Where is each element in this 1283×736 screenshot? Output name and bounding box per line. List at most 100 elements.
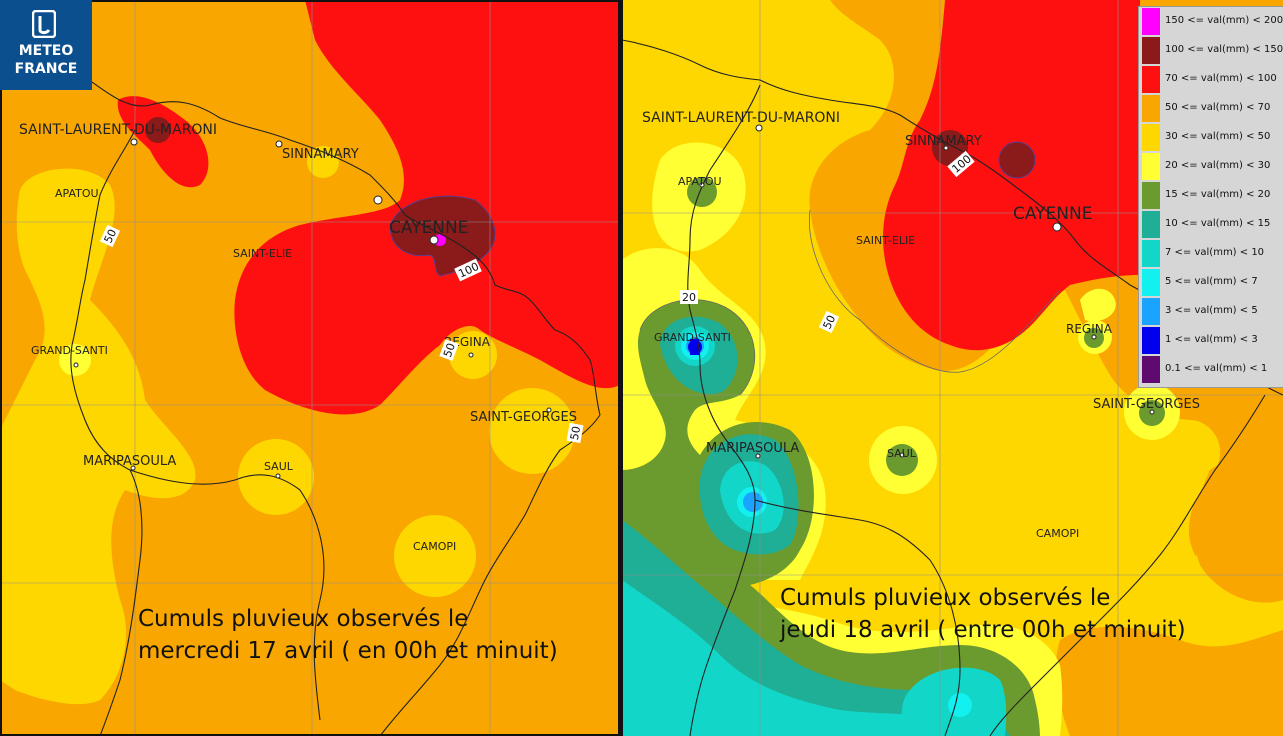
left-darkred-zone-saint-laurent [145, 117, 171, 143]
legend-label: 5 <= val(mm) < 7 [1165, 276, 1258, 287]
legend-row: 0.1 <= val(mm) < 1 [1139, 355, 1283, 383]
legend-swatch [1142, 327, 1160, 354]
svg-text:50: 50 [441, 341, 458, 359]
right-border-south [754, 499, 961, 736]
right-contour-line [639, 299, 756, 396]
right-orange-zone-south [1055, 626, 1283, 736]
town-label-saint-elie: SAINT-ELIE [233, 247, 292, 260]
legend-label: 50 <= val(mm) < 70 [1165, 102, 1271, 113]
right-darkblue-block [690, 339, 699, 355]
left-border-south [129, 469, 325, 721]
legend-label: 10 <= val(mm) < 15 [1165, 218, 1271, 229]
legend-swatch [1142, 37, 1160, 64]
svg-text:20: 20 [682, 291, 696, 304]
legend-label: 0.1 <= val(mm) < 1 [1165, 363, 1268, 374]
left-map [0, 0, 620, 736]
right-caption-line1: Cumuls pluvieux observés le [780, 585, 1110, 611]
legend-swatch [1142, 298, 1160, 325]
right-green-zone-saul [886, 444, 918, 476]
legend-swatch [1142, 211, 1160, 238]
legend: 150 <= val(mm) < 200 100 <= val(mm) < 150… [1138, 6, 1283, 388]
town-label-maripasoula: MARIPASOULA [83, 454, 176, 469]
town-label-cayenne-right: CAYENNE [1013, 204, 1092, 224]
logo-line1: METEO [18, 43, 74, 59]
svg-text:50: 50 [102, 227, 120, 245]
panel-divider [619, 0, 623, 736]
left-frame [0, 0, 620, 736]
legend-label: 3 <= val(mm) < 5 [1165, 305, 1258, 316]
town-label-cayenne: CAYENNE [389, 218, 468, 238]
legend-swatch [1142, 182, 1160, 209]
town-label-sinnamary: SINNAMARY [282, 147, 359, 162]
right-contour-line [808, 209, 1061, 373]
left-caption-line1: Cumuls pluvieux observés le [138, 606, 468, 632]
legend-row: 7 <= val(mm) < 10 [1139, 239, 1283, 267]
legend-row: 150 <= val(mm) < 200 [1139, 7, 1283, 35]
town-label-maripasoula-right: MARIPASOULA [706, 441, 799, 456]
legend-label: 150 <= val(mm) < 200 [1165, 15, 1283, 26]
town-label-saul-right: SAUL [887, 447, 917, 460]
right-contour-label-50: 50 [818, 310, 840, 334]
legend-label: 15 <= val(mm) < 20 [1165, 189, 1271, 200]
right-river-maroni [687, 84, 761, 736]
legend-row: 3 <= val(mm) < 5 [1139, 297, 1283, 325]
town-label-saint-elie-right: SAINT-ELIE [856, 234, 915, 247]
right-blue-zone-maripasoula [743, 492, 763, 512]
left-caption-line2: mercredi 17 avril ( en 00h et minuit) [138, 638, 558, 664]
left-contour-label-50c: 50 [566, 422, 584, 444]
right-caption-line2: jeudi 18 avril ( entre 00h et minuit) [779, 617, 1186, 643]
left-contour-label-50a: 50 [99, 224, 121, 248]
left-river-maroni [70, 129, 143, 736]
legend-row: 50 <= val(mm) < 70 [1139, 94, 1283, 122]
right-town-markers [699, 124, 1155, 459]
logo-emblem-icon [32, 10, 56, 38]
left-yellow-zone-saint-georges [489, 388, 575, 474]
legend-row: 1 <= val(mm) < 3 [1139, 326, 1283, 354]
town-label-sinnamary-right: SINNAMARY [905, 134, 982, 149]
legend-swatch [1142, 124, 1160, 151]
svg-text:50: 50 [821, 313, 839, 331]
left-border-east [379, 414, 601, 736]
town-label-grand-santi-right: GRAND-SANTI [654, 331, 731, 344]
legend-label: 20 <= val(mm) < 30 [1165, 160, 1271, 171]
logo-line2: FRANCE [14, 61, 78, 77]
left-yellow-zone-west [0, 168, 196, 705]
right-lightyellow-zone-north [1080, 288, 1116, 322]
right-orange-zone-southeast [1194, 440, 1283, 603]
meteo-france-logo: METEO FRANCE [0, 0, 92, 90]
legend-swatch [1142, 240, 1160, 267]
left-yellow-zone-grand-santi [59, 344, 91, 376]
town-label-saint-laurent-right: SAINT-LAURENT-DU-MARONI [642, 110, 840, 126]
left-yellow-zone-sinnamary [307, 146, 339, 178]
legend-row: 100 <= val(mm) < 150 [1139, 36, 1283, 64]
town-label-apatou: APATOU [55, 187, 99, 200]
legend-label: 100 <= val(mm) < 150 [1165, 44, 1283, 55]
legend-swatch [1142, 66, 1160, 93]
left-borders [70, 81, 601, 736]
legend-row: 15 <= val(mm) < 20 [1139, 181, 1283, 209]
town-label-grand-santi: GRAND-SANTI [31, 344, 108, 357]
legend-swatch [1142, 8, 1160, 35]
svg-text:50: 50 [568, 425, 583, 441]
legend-row: 20 <= val(mm) < 30 [1139, 152, 1283, 180]
legend-swatch [1142, 95, 1160, 122]
right-darkred-zone-east [998, 141, 1036, 179]
town-label-saint-laurent: SAINT-LAURENT-DU-MARONI [19, 122, 217, 138]
left-contour-label-50b: 50 [439, 339, 459, 361]
right-cyan-zone-southwest [622, 580, 960, 736]
legend-label: 70 <= val(mm) < 100 [1165, 73, 1277, 84]
legend-row: 30 <= val(mm) < 50 [1139, 123, 1283, 151]
legend-label: 30 <= val(mm) < 50 [1165, 131, 1271, 142]
town-label-apatou-right: APATOU [678, 175, 722, 188]
town-label-camopi-right: CAMOPI [1036, 527, 1079, 540]
right-contour-label-20: 20 [680, 290, 698, 304]
legend-swatch [1142, 269, 1160, 296]
town-label-saint-georges: SAINT-GEORGES [470, 410, 577, 425]
legend-row: 5 <= val(mm) < 7 [1139, 268, 1283, 296]
legend-swatch [1142, 153, 1160, 180]
town-label-saul: SAUL [264, 460, 294, 473]
legend-label: 7 <= val(mm) < 10 [1165, 247, 1265, 258]
